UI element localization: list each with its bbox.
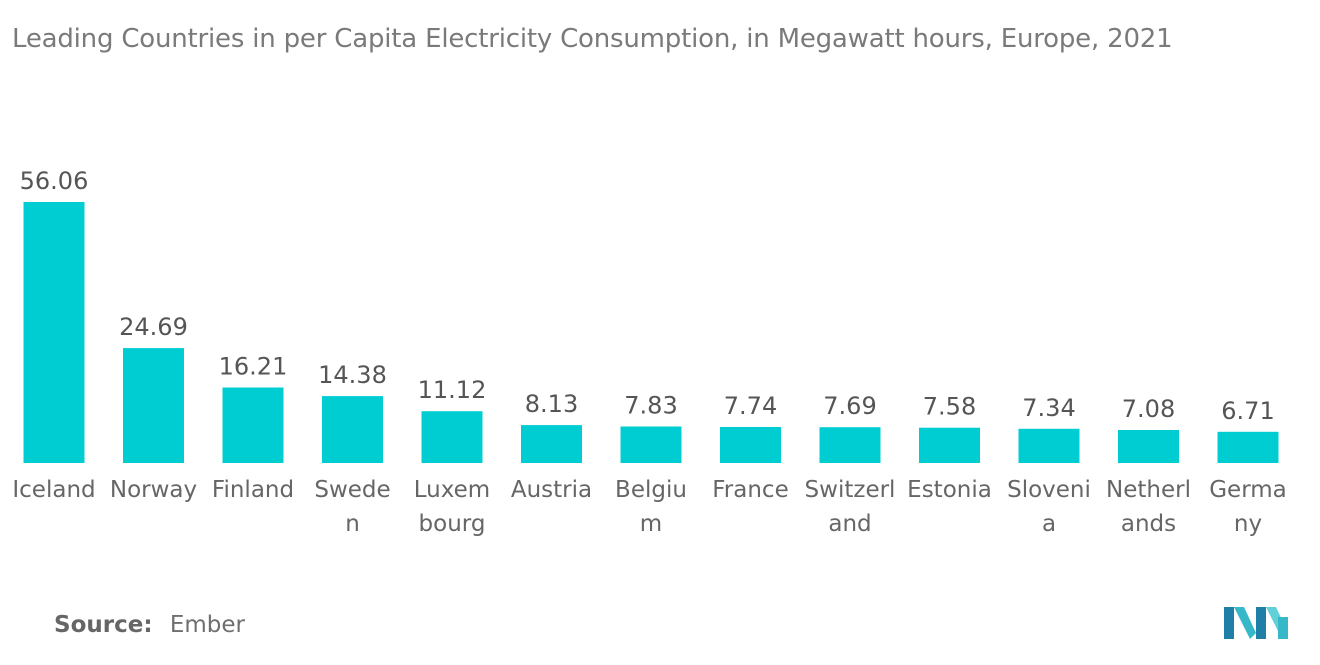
bar-sweden (322, 396, 383, 463)
bar-germany (1217, 431, 1279, 463)
category-label-line: Germa (1209, 477, 1287, 503)
bar-slovenia (1018, 428, 1080, 463)
value-label: 14.38 (318, 361, 387, 389)
category-label-line: Finland (212, 477, 294, 503)
category-label: Sloveni a (1007, 477, 1091, 537)
logo-shape-diag (1234, 607, 1256, 639)
logo-shape-right (1278, 617, 1288, 639)
source-value: Ember (169, 612, 245, 638)
category-label-line: ny (1234, 511, 1262, 537)
category-label: France (712, 477, 788, 503)
category-label-line: n (345, 511, 360, 537)
value-label: 7.83 (624, 392, 677, 420)
bar-belgium (620, 426, 682, 463)
value-label: 24.69 (119, 313, 188, 341)
value-label: 7.74 (724, 392, 777, 420)
bar-finland (222, 387, 284, 463)
bar-norway (123, 348, 184, 463)
category-label: Belgiu m (615, 477, 687, 537)
category-label: Estonia (907, 477, 992, 503)
value-label: 7.34 (1022, 394, 1075, 422)
logo-shape-left (1224, 607, 1234, 639)
category-label: Germa ny (1209, 477, 1287, 537)
category-label-line: Switzerl (805, 477, 896, 503)
category-label-line: ands (1121, 511, 1176, 537)
value-label: 11.12 (418, 376, 487, 404)
category-label: Norway (110, 477, 197, 503)
category-label-line: Belgiu (615, 477, 687, 503)
value-label: 8.13 (525, 390, 578, 418)
category-label: Swede n (314, 477, 390, 537)
value-label: 7.58 (923, 393, 976, 421)
category-label-line: m (640, 511, 662, 537)
chart-title: Leading Countries in per Capita Electric… (12, 24, 1173, 54)
bar-austria (521, 425, 582, 463)
category-label-line: Swede (314, 477, 390, 503)
category-label-line: Norway (110, 477, 197, 503)
category-label-line: Iceland (12, 477, 95, 503)
bar-france (720, 427, 781, 463)
category-label: Finland (212, 477, 294, 503)
category-label: Switzerl and (805, 477, 896, 537)
category-label-line: Austria (511, 477, 592, 503)
bar-iceland (23, 202, 85, 463)
value-label: 16.21 (219, 353, 288, 381)
bar-chart: 56.06 Iceland 24.69 Norway 16.21 Finland 14.38… (12, 167, 1287, 537)
value-label: 6.71 (1221, 397, 1274, 425)
category-label-line: France (712, 477, 788, 503)
source-label: Source: (54, 612, 153, 638)
category-label-line: and (828, 511, 871, 537)
category-label: Iceland (12, 477, 95, 503)
category-label: Luxem bourg (414, 477, 490, 537)
category-label-line: a (1042, 511, 1056, 537)
value-label: 7.69 (823, 392, 876, 420)
mordor-intelligence-logo-icon (1224, 607, 1288, 639)
category-label: Austria (511, 477, 592, 503)
category-label-line: Luxem (414, 477, 490, 503)
bar-luxembourg (421, 411, 483, 463)
category-label-line: bourg (419, 511, 486, 537)
bar-netherlands (1118, 430, 1179, 463)
category-label: Netherl ands (1106, 477, 1191, 537)
category-label-line: Sloveni (1007, 477, 1091, 503)
category-label-line: Estonia (907, 477, 992, 503)
logo-shape-mid (1256, 607, 1266, 639)
source-note: Source: Ember (54, 612, 245, 638)
value-label: 56.06 (20, 167, 89, 195)
category-label-line: Netherl (1106, 477, 1191, 503)
value-label: 7.08 (1122, 395, 1175, 423)
bar-switzerland (819, 427, 881, 463)
bar-estonia (919, 427, 980, 463)
